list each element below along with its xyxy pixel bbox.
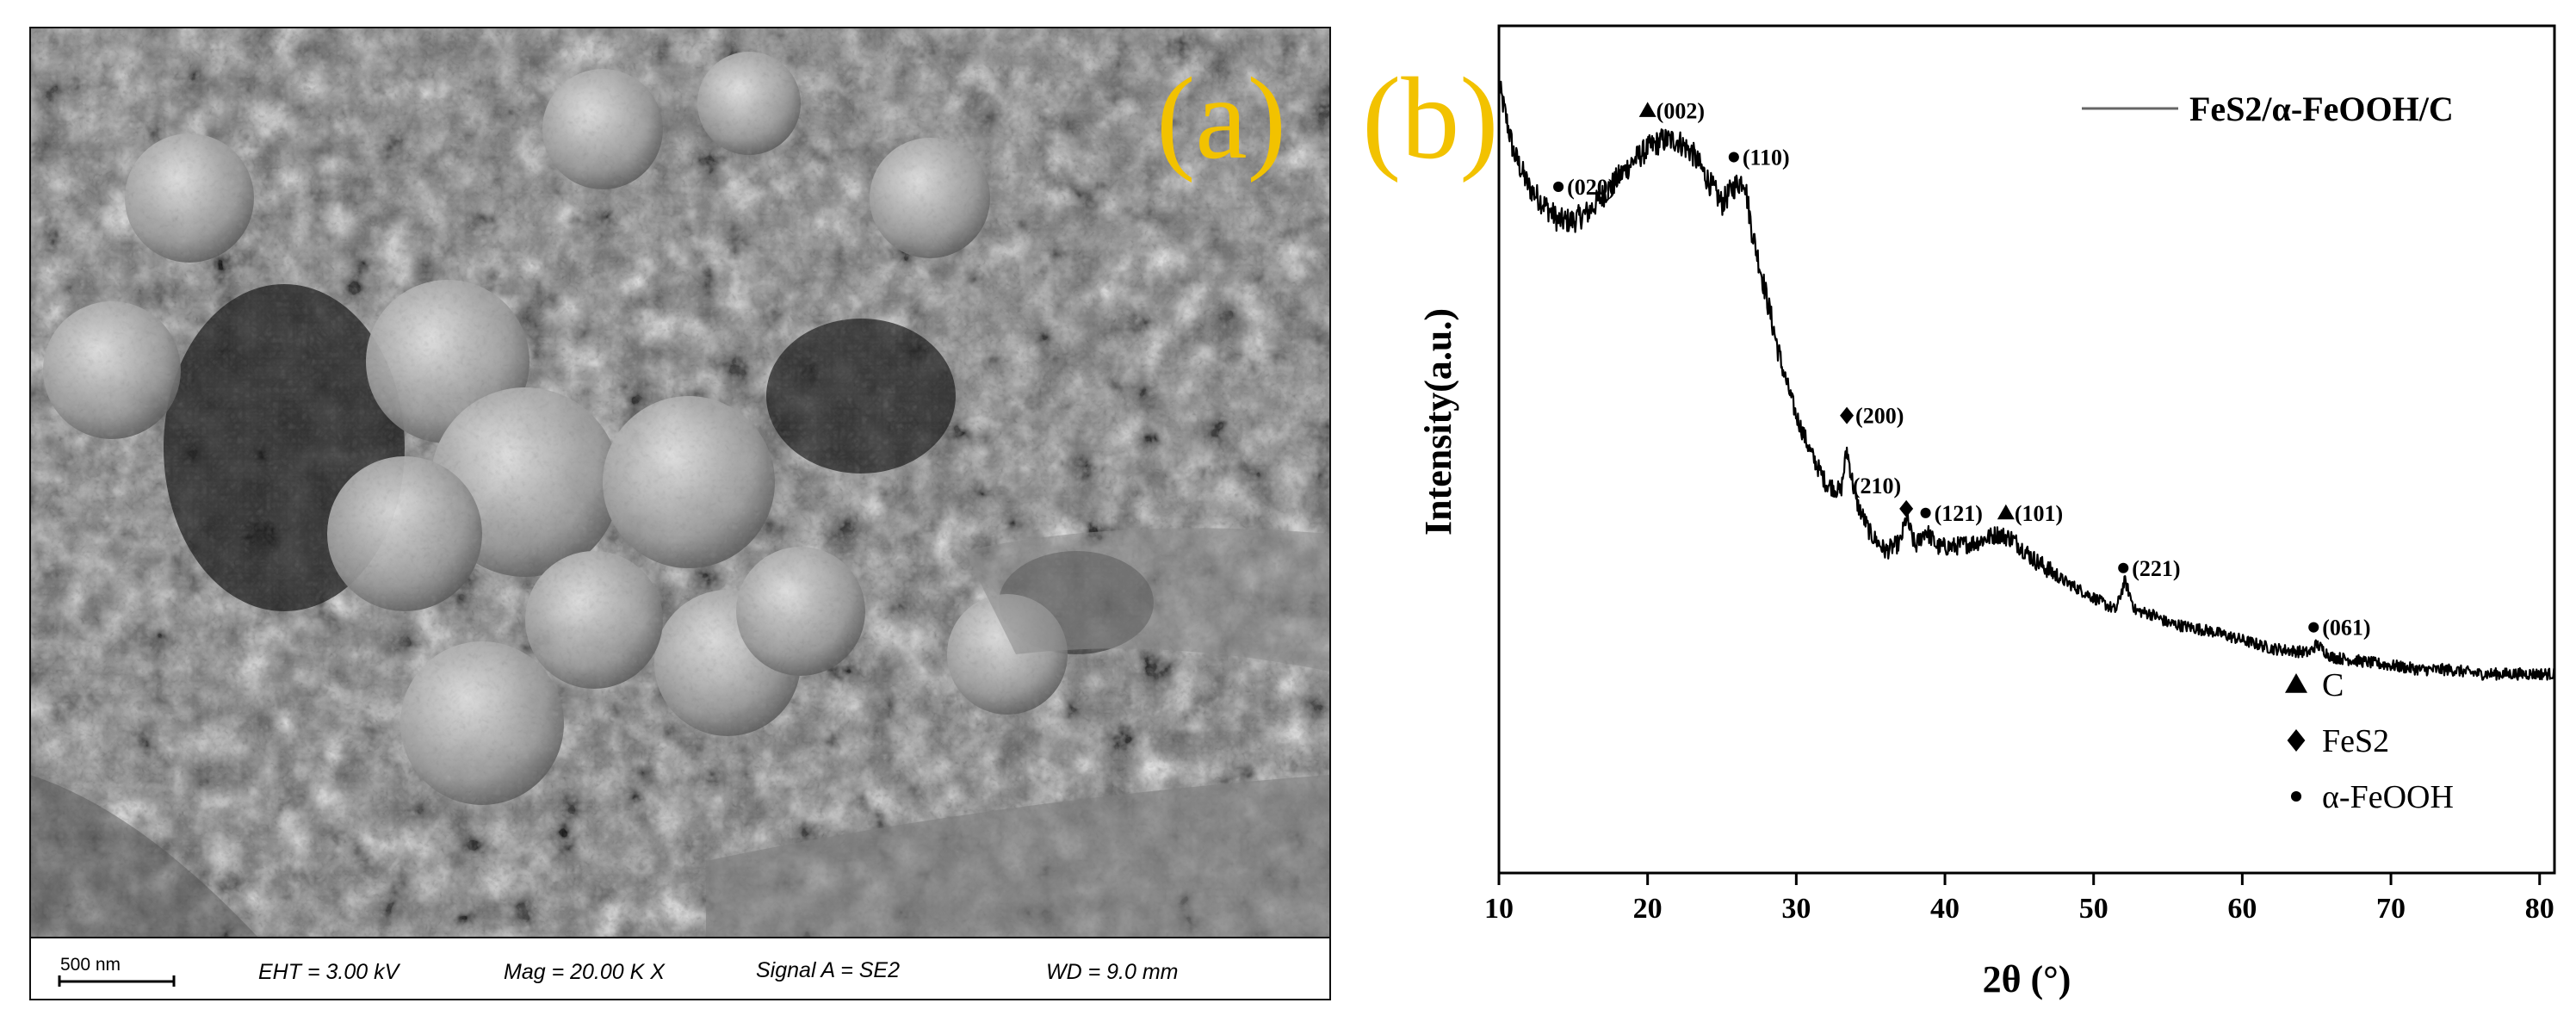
x-axis-title: 2θ (°) (1983, 958, 2071, 1000)
chart-legend: FeS2/α-FeOOH/C (2082, 90, 2454, 128)
x-tick-label: 10 (1484, 893, 1514, 925)
peak-marker-triangle (1638, 102, 1656, 117)
legend-marker-label: α-FeOOH (2322, 779, 2454, 815)
x-tick-label: 60 (2227, 893, 2257, 925)
x-tick-label: 70 (2376, 893, 2406, 925)
xrd-series-line (1497, 80, 2555, 681)
panel-a-label: (a) (1156, 54, 1286, 183)
x-tick-label: 20 (1633, 893, 1663, 925)
legend-marker-label: FeS2 (2322, 723, 2389, 759)
peak-label: (121) (1935, 501, 1983, 526)
peak-marker-triangle (1997, 504, 2015, 520)
y-axis-title: Intensity(a.u.) (1417, 308, 1459, 536)
scale-bar-label: 500 nm (60, 955, 121, 975)
x-tick-label: 80 (2525, 893, 2554, 925)
peak-marker-diamond (1899, 499, 1914, 517)
peak-label: (210) (1853, 474, 1901, 498)
peak-marker-diamond (1840, 406, 1855, 424)
x-tick-label: 40 (1930, 893, 1960, 925)
mag-info: Mag = 20.00 K X (504, 960, 666, 984)
legend-marker-label: C (2322, 667, 2344, 703)
peak-label: (061) (2322, 616, 2370, 641)
sem-micrograph (30, 28, 1330, 938)
plot-frame (1497, 24, 2556, 875)
marker-legend: C FeS2 α-FeOOH (2285, 667, 2454, 815)
peak-marker-circle (2308, 622, 2319, 633)
x-axis: 10 20 30 40 50 60 70 80 (1484, 873, 2554, 925)
peak-marker-circle (2118, 562, 2129, 573)
legend-marker-triangle (2285, 673, 2307, 693)
peak-label: (221) (2132, 556, 2180, 581)
legend-marker-circle (2290, 790, 2302, 802)
peak-marker-circle (1553, 181, 1564, 193)
legend-series-label: FeS2/α-FeOOH/C (2189, 90, 2454, 128)
peak-label: (110) (1743, 146, 1790, 170)
x-tick-label: 30 (1781, 893, 1811, 925)
peak-label: (020) (1567, 175, 1615, 200)
peak-marker-circle (1728, 152, 1739, 163)
panel-b-label: (b) (1362, 54, 1499, 183)
eht-info: EHT = 3.00 kV (258, 960, 401, 984)
x-tick-label: 50 (2079, 893, 2108, 925)
peak-label: (002) (1656, 98, 1705, 123)
signal-info: Signal A = SE2 (756, 958, 900, 982)
legend-marker-diamond (2287, 729, 2306, 752)
xrd-chart: 10 20 30 40 50 60 70 80 2θ (°) Intensity(a.u.) … (1417, 24, 2556, 1000)
peak-annotations: (020) (002) (110) (200) (210) (121) (101) (221)… (1553, 98, 2371, 641)
peak-label: (200) (1855, 404, 1904, 429)
peak-marker-circle (1920, 507, 1931, 518)
peak-label: (101) (2015, 501, 2063, 526)
sem-databar: 500 nm EHT = 3.00 kV Mag = 20.00 K X Sig… (29, 937, 1331, 1000)
wd-info: WD = 9.0 mm (1046, 960, 1179, 984)
